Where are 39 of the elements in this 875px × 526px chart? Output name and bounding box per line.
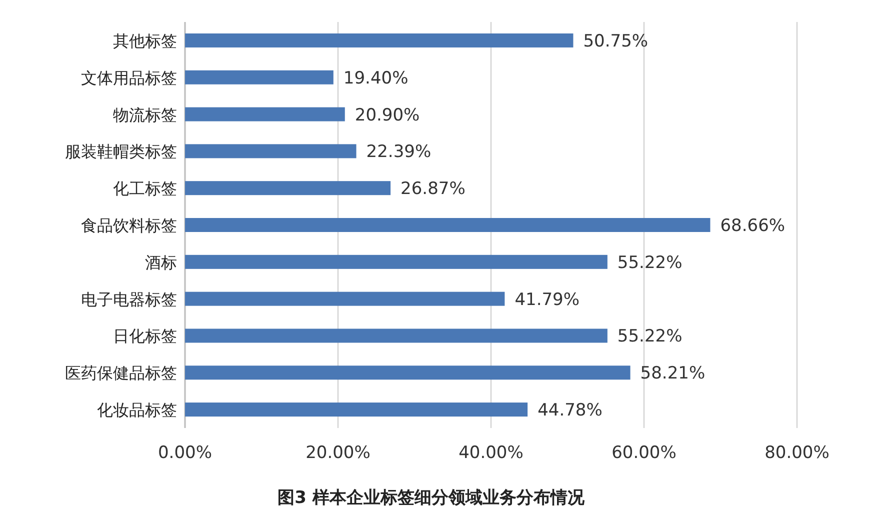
data-label: 41.79% — [514, 290, 580, 310]
data-label: 58.21% — [640, 364, 706, 384]
data-label: 26.87% — [400, 179, 466, 200]
data-label: 50.75% — [583, 31, 648, 52]
y-tick-label: 食品饮料标签 — [81, 216, 177, 235]
y-tick-label: 化工标签 — [113, 179, 177, 198]
text: 图3 样本企业标签细分领域业务分布情况 — [278, 488, 586, 508]
y-tick-label: 化妆品标签 — [97, 400, 177, 420]
y-tick-label: 物流标签 — [113, 105, 177, 124]
data-label: 68.66% — [720, 216, 786, 236]
bar — [185, 70, 334, 84]
y-tick-label: 电子电器标签 — [81, 290, 177, 309]
y-tick-label: 文体用品标签 — [81, 68, 177, 88]
x-tick-label: 0.00% — [158, 443, 212, 463]
bar — [185, 254, 608, 269]
x-tick-label: 60.00% — [612, 443, 676, 463]
bar — [185, 292, 505, 306]
bar — [185, 181, 391, 196]
x-tick-label: 20.00% — [306, 443, 370, 463]
data-label: 20.90% — [354, 105, 420, 126]
bar — [185, 107, 345, 122]
bar — [185, 328, 608, 343]
bar — [185, 144, 356, 158]
y-tick-label: 日化标签 — [113, 326, 177, 346]
data-label: 22.39% — [366, 142, 432, 162]
bar — [185, 366, 630, 380]
bar — [185, 402, 528, 417]
data-label: 44.78% — [538, 400, 602, 421]
data-label: 55.22% — [617, 252, 682, 273]
y-tick-label: 医药保健品标签 — [65, 364, 177, 383]
y-tick-label: 酒标 — [145, 252, 177, 272]
x-tick-label: 80.00% — [764, 443, 830, 463]
data-label: 19.40% — [343, 68, 408, 88]
bar — [185, 33, 574, 48]
y-tick-label: 服装鞋帽类标签 — [65, 142, 177, 162]
x-tick-label: 40.00% — [458, 443, 524, 463]
y-tick-label: 其他标签 — [113, 31, 177, 50]
bar — [185, 218, 710, 232]
data-label: 55.22% — [617, 326, 682, 347]
